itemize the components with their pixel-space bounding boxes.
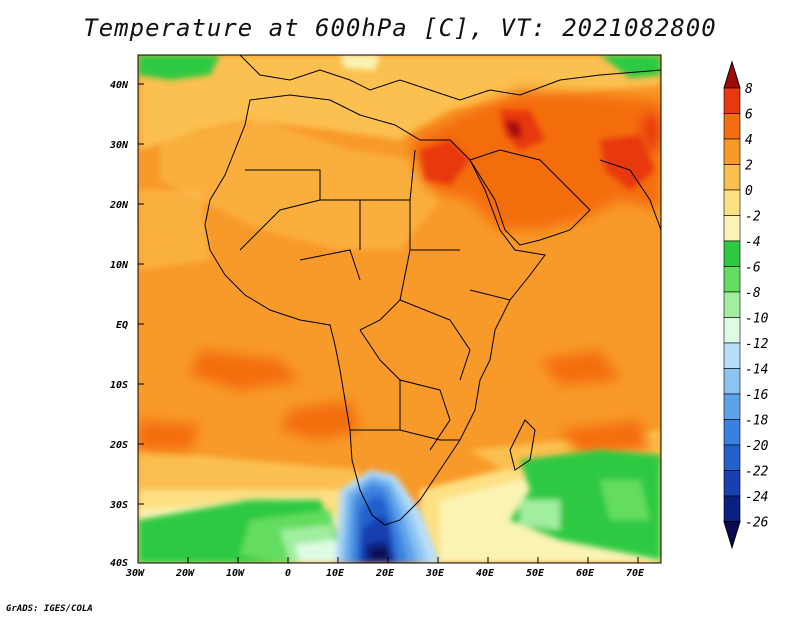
lon-label: 30E [425,568,445,579]
colorbar-label: -6 [745,261,761,276]
lon-label: 40E [476,568,495,579]
lon-label: 30W [125,568,145,579]
colorbar-swatch [723,317,741,344]
colorbar-label: -8 [745,286,761,301]
colorbar-label: 4 [745,133,753,148]
lon-label: 0 [285,568,291,579]
longitude-axis: 30W 20W 10W 0 10E 20E 30E 40E 50E 60E 70… [125,557,645,579]
lon-label: 20W [175,568,195,579]
colorbar-swatch [723,470,741,497]
lon-label: 20E [375,568,395,579]
colorbar-swatch [723,291,741,318]
colorbar-swatch [723,215,741,242]
colorbar-swatch [723,342,741,369]
lon-label: 50E [526,568,545,579]
colorbar-label: -24 [745,490,768,505]
colorbar-label: -26 [745,516,769,531]
lon-label: 60E [576,568,595,579]
lat-label: 30S [109,500,128,511]
colorbar-swatch [723,113,741,140]
lat-label: 20N [109,200,129,211]
lat-label: EQ [116,320,128,331]
colorbar-label: 0 [745,184,753,199]
colorbar-swatch [723,164,741,191]
colorbar-swatch [723,444,741,471]
grads-credit: GrADS: IGES/COLA [6,604,93,614]
colorbar-label: 2 [745,159,753,174]
lat-label: 30N [109,140,129,151]
colorbar-swatch [723,419,741,446]
colorbar-label: -4 [745,235,761,250]
colorbar-swatch [723,189,741,216]
colorbar-label: -10 [745,312,769,327]
colorbar-swatch [723,240,741,267]
colorbar-label: -22 [745,465,769,480]
colorbar-swatch [723,87,741,114]
lat-label: 20S [109,440,128,451]
temperature-field [138,55,661,563]
lat-label: 40S [110,558,128,569]
colorbar-cap-bottom [723,521,741,550]
colorbar-label: -18 [745,414,769,429]
map-title: Temperature at 600hPa [C], VT: 202108280… [83,14,717,42]
lon-label: 70E [626,568,645,579]
colorbar-label: -12 [745,337,769,352]
coastlines [204,55,661,526]
colorbar-swatch [723,368,741,395]
colorbar: 8 6 4 2 0 -2 -4 -6 -8 -10 -12 -14 -16 -18 -20 -22 -24 -26 [723,60,769,550]
colorbar-swatch [723,495,741,522]
lat-label: 10N [110,260,129,271]
colorbar-swatch [723,393,741,420]
colorbar-label: 8 [745,82,753,97]
colorbar-label: -2 [745,210,761,225]
colorbar-cap-top [723,60,741,89]
colorbar-label: -20 [745,439,769,454]
colorbar-label: -16 [745,388,769,403]
lat-label: 10S [110,380,128,391]
lat-label: 40N [110,80,129,91]
colorbar-swatch [723,266,741,293]
colorbar-label: 6 [745,108,753,123]
latitude-axis: 40N 30N 20N 10N EQ 10S 20S 30S 40S [109,80,144,569]
colorbar-swatch [723,138,741,165]
lon-label: 10E [326,568,345,579]
map-frame [137,54,662,564]
lon-label: 10W [226,568,245,579]
colorbar-label: -14 [745,363,768,378]
